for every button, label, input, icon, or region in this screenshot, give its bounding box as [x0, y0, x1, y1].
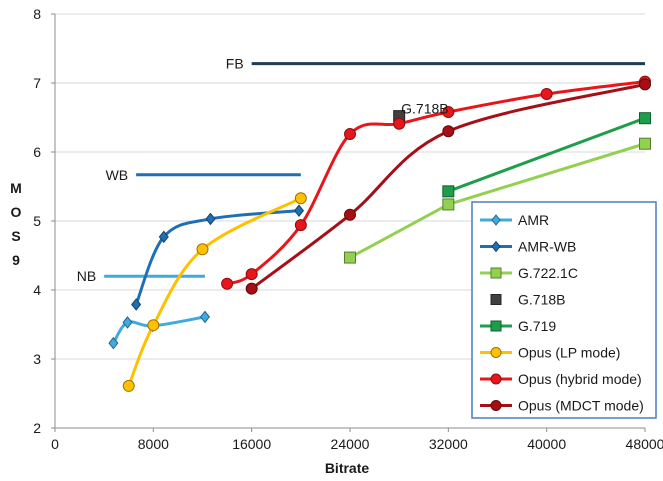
point-label-g-718b: G.718B	[401, 101, 448, 117]
point-opus-hybrid-mode-0	[221, 277, 234, 290]
legend-label-amr-wb: AMR-WB	[518, 239, 576, 255]
y-axis-title-char-0: M	[10, 180, 22, 196]
series-line-opus-mdct-mode	[250, 82, 646, 290]
point-opus-mdct-mode-0	[245, 282, 258, 295]
point-opus-hybrid-mode-2	[294, 219, 307, 232]
x-tick-label-24000: 24000	[331, 436, 370, 452]
y-tick-label-3: 3	[33, 351, 41, 367]
point-amr-3	[199, 310, 210, 324]
point-amr-wb-1	[158, 230, 169, 244]
point-opus-lp-mode-2	[196, 243, 209, 256]
point-opus-hybrid-mode-1	[245, 268, 258, 281]
point-amr-wb-0	[131, 298, 142, 311]
series-line-amr-wb	[134, 209, 300, 306]
legend-label-opus-lp-mode: Opus (LP mode)	[518, 345, 620, 361]
y-tick-label-7: 7	[33, 75, 41, 91]
x-tick-label-0: 0	[51, 436, 59, 452]
legend-marker-opus-lp-mode	[490, 347, 502, 358]
point-opus-hybrid-mode-3	[344, 128, 356, 141]
band-label-fb: FB	[226, 56, 244, 72]
x-tick-label-16000: 16000	[232, 436, 271, 452]
series-group: G.718B	[108, 75, 651, 392]
x-tick-label-8000: 8000	[138, 436, 169, 452]
y-tick-label-5: 5	[33, 213, 41, 229]
series-line-opus-lp-mode	[127, 196, 302, 387]
point-opus-hybrid-mode-5	[442, 105, 455, 118]
point-opus-lp-mode-1	[147, 319, 160, 332]
point-opus-lp-mode-3	[294, 192, 307, 205]
legend: AMR AMR-WB G.722.1C G.718B G.719 Opus (LP mod…	[471, 201, 657, 419]
point-g-719-0	[442, 185, 455, 198]
point-opus-mdct-mode-3	[639, 78, 651, 91]
point-amr-1	[122, 316, 133, 329]
legend-marker-g-722-1c	[490, 267, 502, 279]
point-amr-wb-2	[205, 212, 216, 226]
x-tick-label-32000: 32000	[429, 436, 468, 452]
y-axis-title-char-2: S	[11, 228, 20, 244]
point-opus-mdct-mode-1	[344, 208, 356, 221]
point-g-719-1	[639, 112, 651, 125]
legend-label-g-722-1c: G.722.1C	[518, 265, 578, 281]
legend-box	[471, 201, 657, 419]
legend-marker-amr-wb	[491, 240, 501, 253]
band-label-nb: NB	[77, 268, 96, 284]
legend-label-opus-hybrid-mode: Opus (hybrid mode)	[518, 371, 642, 387]
point-g-722-1c-1	[442, 198, 455, 211]
y-tick-label-2: 2	[33, 420, 41, 436]
y-tick-label-4: 4	[33, 282, 41, 298]
legend-label-amr: AMR	[518, 212, 549, 228]
point-opus-hybrid-mode-4	[393, 117, 406, 130]
y-tick-label-6: 6	[33, 144, 41, 160]
series-line-g-719	[447, 116, 646, 193]
point-opus-lp-mode-0	[122, 379, 135, 392]
legend-marker-g-718b	[490, 294, 502, 305]
point-amr-wb-3	[293, 204, 305, 217]
legend-marker-opus-hybrid-mode	[490, 373, 502, 385]
point-opus-mdct-mode-2	[442, 125, 455, 138]
range-bands: FB WB NB	[77, 56, 645, 284]
y-axis-title: MOS 9	[10, 180, 22, 268]
series-line-amr	[112, 315, 206, 344]
grid-lines	[55, 13, 645, 429]
x-tick-label-40000: 40000	[527, 436, 566, 452]
legend-label-opus-mdct-mode: Opus (MDCT mode)	[518, 398, 644, 414]
legend-marker-opus-mdct-mode	[490, 400, 502, 411]
band-label-wb: WB	[106, 167, 129, 183]
y-axis-title-char-1: O	[11, 204, 22, 220]
legend-label-g-718b: G.718B	[518, 292, 565, 308]
point-amr-0	[108, 336, 119, 350]
legend-label-g-719: G.719	[518, 318, 556, 334]
point-g-722-1c-0	[344, 251, 356, 264]
x-tick-label-48000: 48000	[626, 436, 663, 452]
y-axis-title-char-3: 9	[12, 252, 20, 268]
tick-labels: 2 3 4 5 6 7 8 0 8000 16000 24000 32000 40000 48000	[33, 6, 663, 452]
legend-marker-amr	[491, 214, 501, 226]
point-g-722-1c-2	[639, 137, 651, 150]
legend-marker-g-719	[490, 320, 502, 332]
y-tick-label-8: 8	[33, 6, 41, 22]
point-opus-hybrid-mode-6	[540, 88, 553, 101]
x-axis-title: Bitrate	[325, 460, 370, 476]
